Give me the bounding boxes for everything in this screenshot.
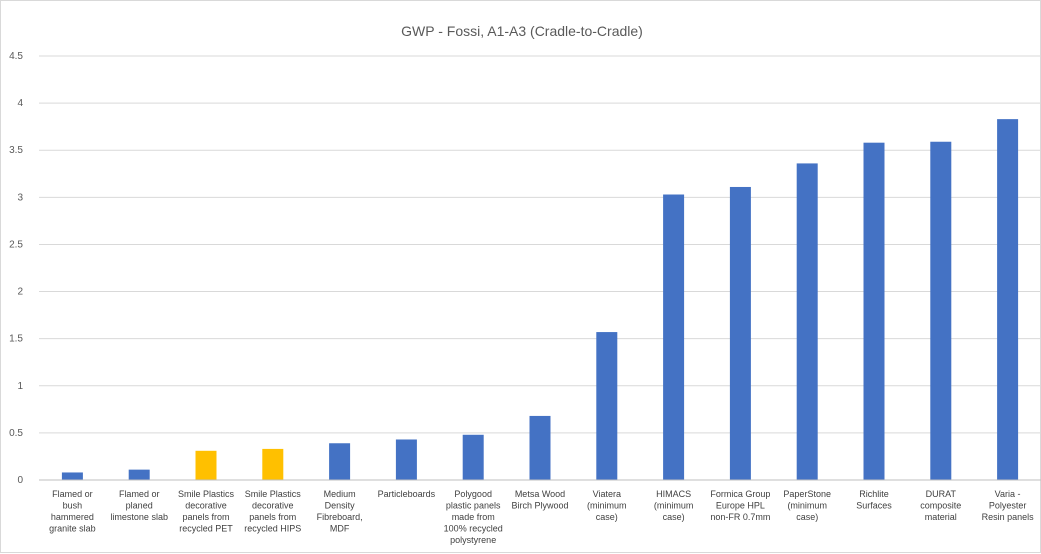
x-category-label-line: Polyester <box>989 501 1027 511</box>
x-category-label-line: Formica Group <box>710 489 770 499</box>
x-category-label: Viatera (minimum case) <box>587 489 627 522</box>
bar <box>863 142 885 480</box>
bar <box>729 186 751 481</box>
x-category-label-line: Richlite <box>859 489 889 499</box>
x-category-label-line: Varia - <box>995 489 1021 499</box>
x-category-label-line: plastic panels <box>446 501 501 511</box>
x-category-label-line: Polygood <box>454 489 492 499</box>
x-category-label-line: Smile Plastics <box>245 489 302 499</box>
x-category-label-line: HIMACS <box>656 489 691 499</box>
x-category-label-line: recycled HIPS <box>244 524 301 534</box>
x-category-label-line: Resin panels <box>982 512 1035 522</box>
bar <box>930 141 952 480</box>
x-category-label-line: Viatera <box>593 489 621 499</box>
bars <box>61 119 1019 481</box>
x-category-label: Particleboards <box>378 489 436 499</box>
x-category-label: Polygood plastic panels made from 100% recy… <box>444 489 503 545</box>
x-category-label-line: MDF <box>330 524 350 534</box>
x-category-label-line: Europe HPL <box>716 501 765 511</box>
bar <box>663 194 685 481</box>
x-category-label-line: DURAT <box>926 489 957 499</box>
x-category-label-line: Birch Plywood <box>511 501 568 511</box>
x-category-label-line: panels from <box>182 512 229 522</box>
y-tick-label: 1.5 <box>9 334 23 345</box>
x-category-label-line: limestone slab <box>110 512 168 522</box>
x-category-label-line: case) <box>796 512 818 522</box>
gridlines <box>39 55 1041 434</box>
x-category-label-line: Surfaces <box>856 501 892 511</box>
x-category-label: Flamed or planed limestone slab <box>110 489 168 522</box>
x-category-label-line: decorative <box>252 501 294 511</box>
x-category-label-line: composite <box>920 501 961 511</box>
x-category-label-line: Smile Plastics <box>178 489 235 499</box>
y-tick-label: 0.5 <box>9 428 23 439</box>
bar <box>596 332 618 480</box>
x-category-label-line: panels from <box>249 512 296 522</box>
x-category-label: HIMACS (minimum case) <box>654 489 694 522</box>
x-category-label-line: Particleboards <box>378 489 436 499</box>
x-category-label-line: polystyrene <box>450 535 496 545</box>
x-category-label-line: planed <box>126 501 153 511</box>
x-category-label-line: bush <box>63 501 83 511</box>
x-category-label: DURAT composite material <box>920 489 961 522</box>
x-category-label: Varia - Polyester Resin panels <box>982 489 1035 522</box>
y-tick-label: 4 <box>17 98 23 109</box>
x-category-label-line: Medium <box>324 489 356 499</box>
bar <box>61 472 83 480</box>
bar <box>462 434 484 480</box>
chart-title: GWP - Fossi, A1-A3 (Cradle-to-Cradle) <box>401 23 643 39</box>
x-category-label-line: Fibreboard, <box>317 512 363 522</box>
x-category-label: Richlite Surfaces <box>856 489 892 511</box>
x-category-label-line: 100% recycled <box>444 524 503 534</box>
x-category-label-line: case) <box>663 512 685 522</box>
x-category-label-line: non-FR 0.7mm <box>710 512 770 522</box>
bar <box>195 450 217 480</box>
bar <box>128 469 150 480</box>
x-category-label: Flamed or bush hammered granite slab <box>49 489 96 534</box>
y-tick-label: 3.5 <box>9 145 23 156</box>
x-category-label-line: made from <box>452 512 495 522</box>
x-category-label-line: Metsa Wood <box>515 489 565 499</box>
y-tick-label: 4.5 <box>9 51 23 62</box>
x-category-label-line: decorative <box>185 501 227 511</box>
bar <box>329 443 351 480</box>
y-tick-label: 1 <box>17 381 23 392</box>
bar <box>529 415 551 480</box>
y-axis-tick-labels: 0 0.5 1 1.5 2 2.5 3 3.5 4 4.5 <box>9 51 23 486</box>
x-category-label-line: PaperStone <box>783 489 831 499</box>
x-category-label-line: recycled PET <box>179 524 233 534</box>
bar <box>796 163 818 480</box>
y-tick-label: 3 <box>17 192 23 203</box>
x-category-label: Medium Density Fibreboard, MDF <box>317 489 363 534</box>
x-category-label: Metsa Wood Birch Plywood <box>511 489 568 511</box>
x-axis-category-labels: Flamed or bush hammered granite slabFlamed … <box>49 489 1034 545</box>
y-tick-label: 2.5 <box>9 239 23 250</box>
bar <box>395 439 417 480</box>
x-category-label-line: granite slab <box>49 524 96 534</box>
x-category-label-line: hammered <box>51 512 94 522</box>
x-category-label-line: Flamed or <box>119 489 160 499</box>
x-category-label-line: material <box>925 512 957 522</box>
x-category-label: Smile Plastics decorative panels from recyc… <box>178 489 235 534</box>
x-category-label-line: Flamed or <box>52 489 93 499</box>
x-category-label: Formica Group Europe HPL non-FR 0.7mm <box>710 489 770 522</box>
x-category-label-line: case) <box>596 512 618 522</box>
x-category-label-line: (minimum <box>587 501 627 511</box>
y-tick-label: 0 <box>17 475 23 486</box>
y-tick-label: 2 <box>17 287 23 298</box>
bar <box>262 448 284 480</box>
x-category-label-line: Density <box>325 501 356 511</box>
x-category-label: PaperStone (minimum case) <box>783 489 831 522</box>
x-category-label-line: (minimum <box>654 501 694 511</box>
bar <box>997 119 1019 480</box>
x-category-label: Smile Plastics decorative panels from recyc… <box>244 489 301 534</box>
x-category-label-line: (minimum <box>787 501 827 511</box>
